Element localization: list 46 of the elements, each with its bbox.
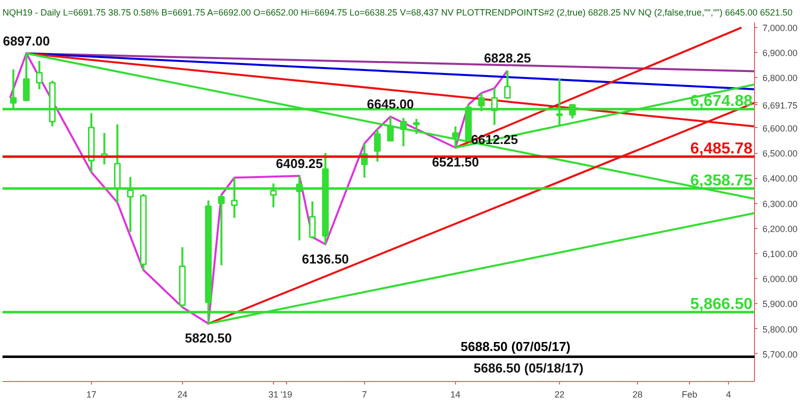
- annotation: 6409.25: [276, 156, 323, 171]
- x-tick-label: 24: [177, 390, 188, 400]
- y-tick-label: 6,400.00: [762, 174, 798, 184]
- x-tick-label: Feb: [682, 390, 698, 400]
- y-tick-label: 6,500.00: [762, 148, 798, 159]
- candlestick: [387, 116, 394, 142]
- y-tick-label: 6,691.75: [762, 100, 798, 110]
- x-tick-label: 31: [268, 390, 278, 400]
- annotation: 6828.25: [484, 50, 531, 66]
- y-tick-label: 5,700.00: [762, 349, 798, 360]
- candlestick: [400, 116, 407, 148]
- candlestick: [309, 200, 316, 240]
- y-tick-label: 6,600.00: [762, 123, 798, 134]
- annotation: 6521.50: [432, 154, 479, 170]
- y-tick-label: 6,300.00: [762, 198, 798, 209]
- x-tick-label: 22: [554, 390, 564, 400]
- y-tick-label: 5,800.00: [762, 324, 798, 334]
- y-tick-label: 6,100.00: [762, 248, 798, 259]
- x-tick-label: 17: [86, 390, 96, 400]
- chart-title: NQH19 - Daily L=6691.75 38.75 0.58% B=6691.75 A=6692.00 O=6652.00 Hi=6694.75 Lo=6638.25 V=68,437 NV PLOTTRENDPOINTS#2 (2,true) 6828.25 NV NQ (2,false,true,"","") 6645.00 6521.50: [2, 8, 793, 18]
- candlestick: [504, 70, 511, 100]
- x-tick-label: 28: [632, 390, 642, 400]
- ref-line-label: 5,866.50: [690, 296, 753, 314]
- candlestick: [413, 118, 420, 135]
- annotation: 6136.50: [302, 251, 349, 266]
- y-tick-label: 7,000.00: [762, 23, 798, 34]
- candlestick: [36, 60, 43, 90]
- candlestick: [374, 128, 381, 163]
- y-tick-label: 6,900.00: [762, 48, 798, 58]
- x-tick-label: 4: [726, 390, 732, 400]
- annotation: 6645.00: [366, 96, 414, 112]
- y-tick-label: 6,200.00: [762, 224, 798, 234]
- ref-line-label: 6,485.78: [690, 140, 753, 158]
- y-tick-label: 6,800.00: [762, 73, 798, 84]
- x-tick-label: '19: [280, 390, 292, 400]
- ref-line-label: 6,674.88: [690, 93, 753, 110]
- annotation: 5686.50 (05/18/17): [474, 360, 584, 376]
- y-tick-label: 5,900.00: [762, 299, 798, 310]
- annotation: 5820.50: [184, 330, 232, 346]
- x-tick-label: 7: [362, 390, 367, 400]
- candlestick: [218, 194, 225, 266]
- x-tick-label: 14: [450, 390, 460, 400]
- ref-line-label: 6,358.75: [690, 172, 753, 190]
- ref-line-label: 5688.50 (07/05/17): [460, 338, 571, 354]
- annotation: 6897.00: [2, 33, 50, 48]
- y-tick-label: 6,000.00: [762, 274, 798, 284]
